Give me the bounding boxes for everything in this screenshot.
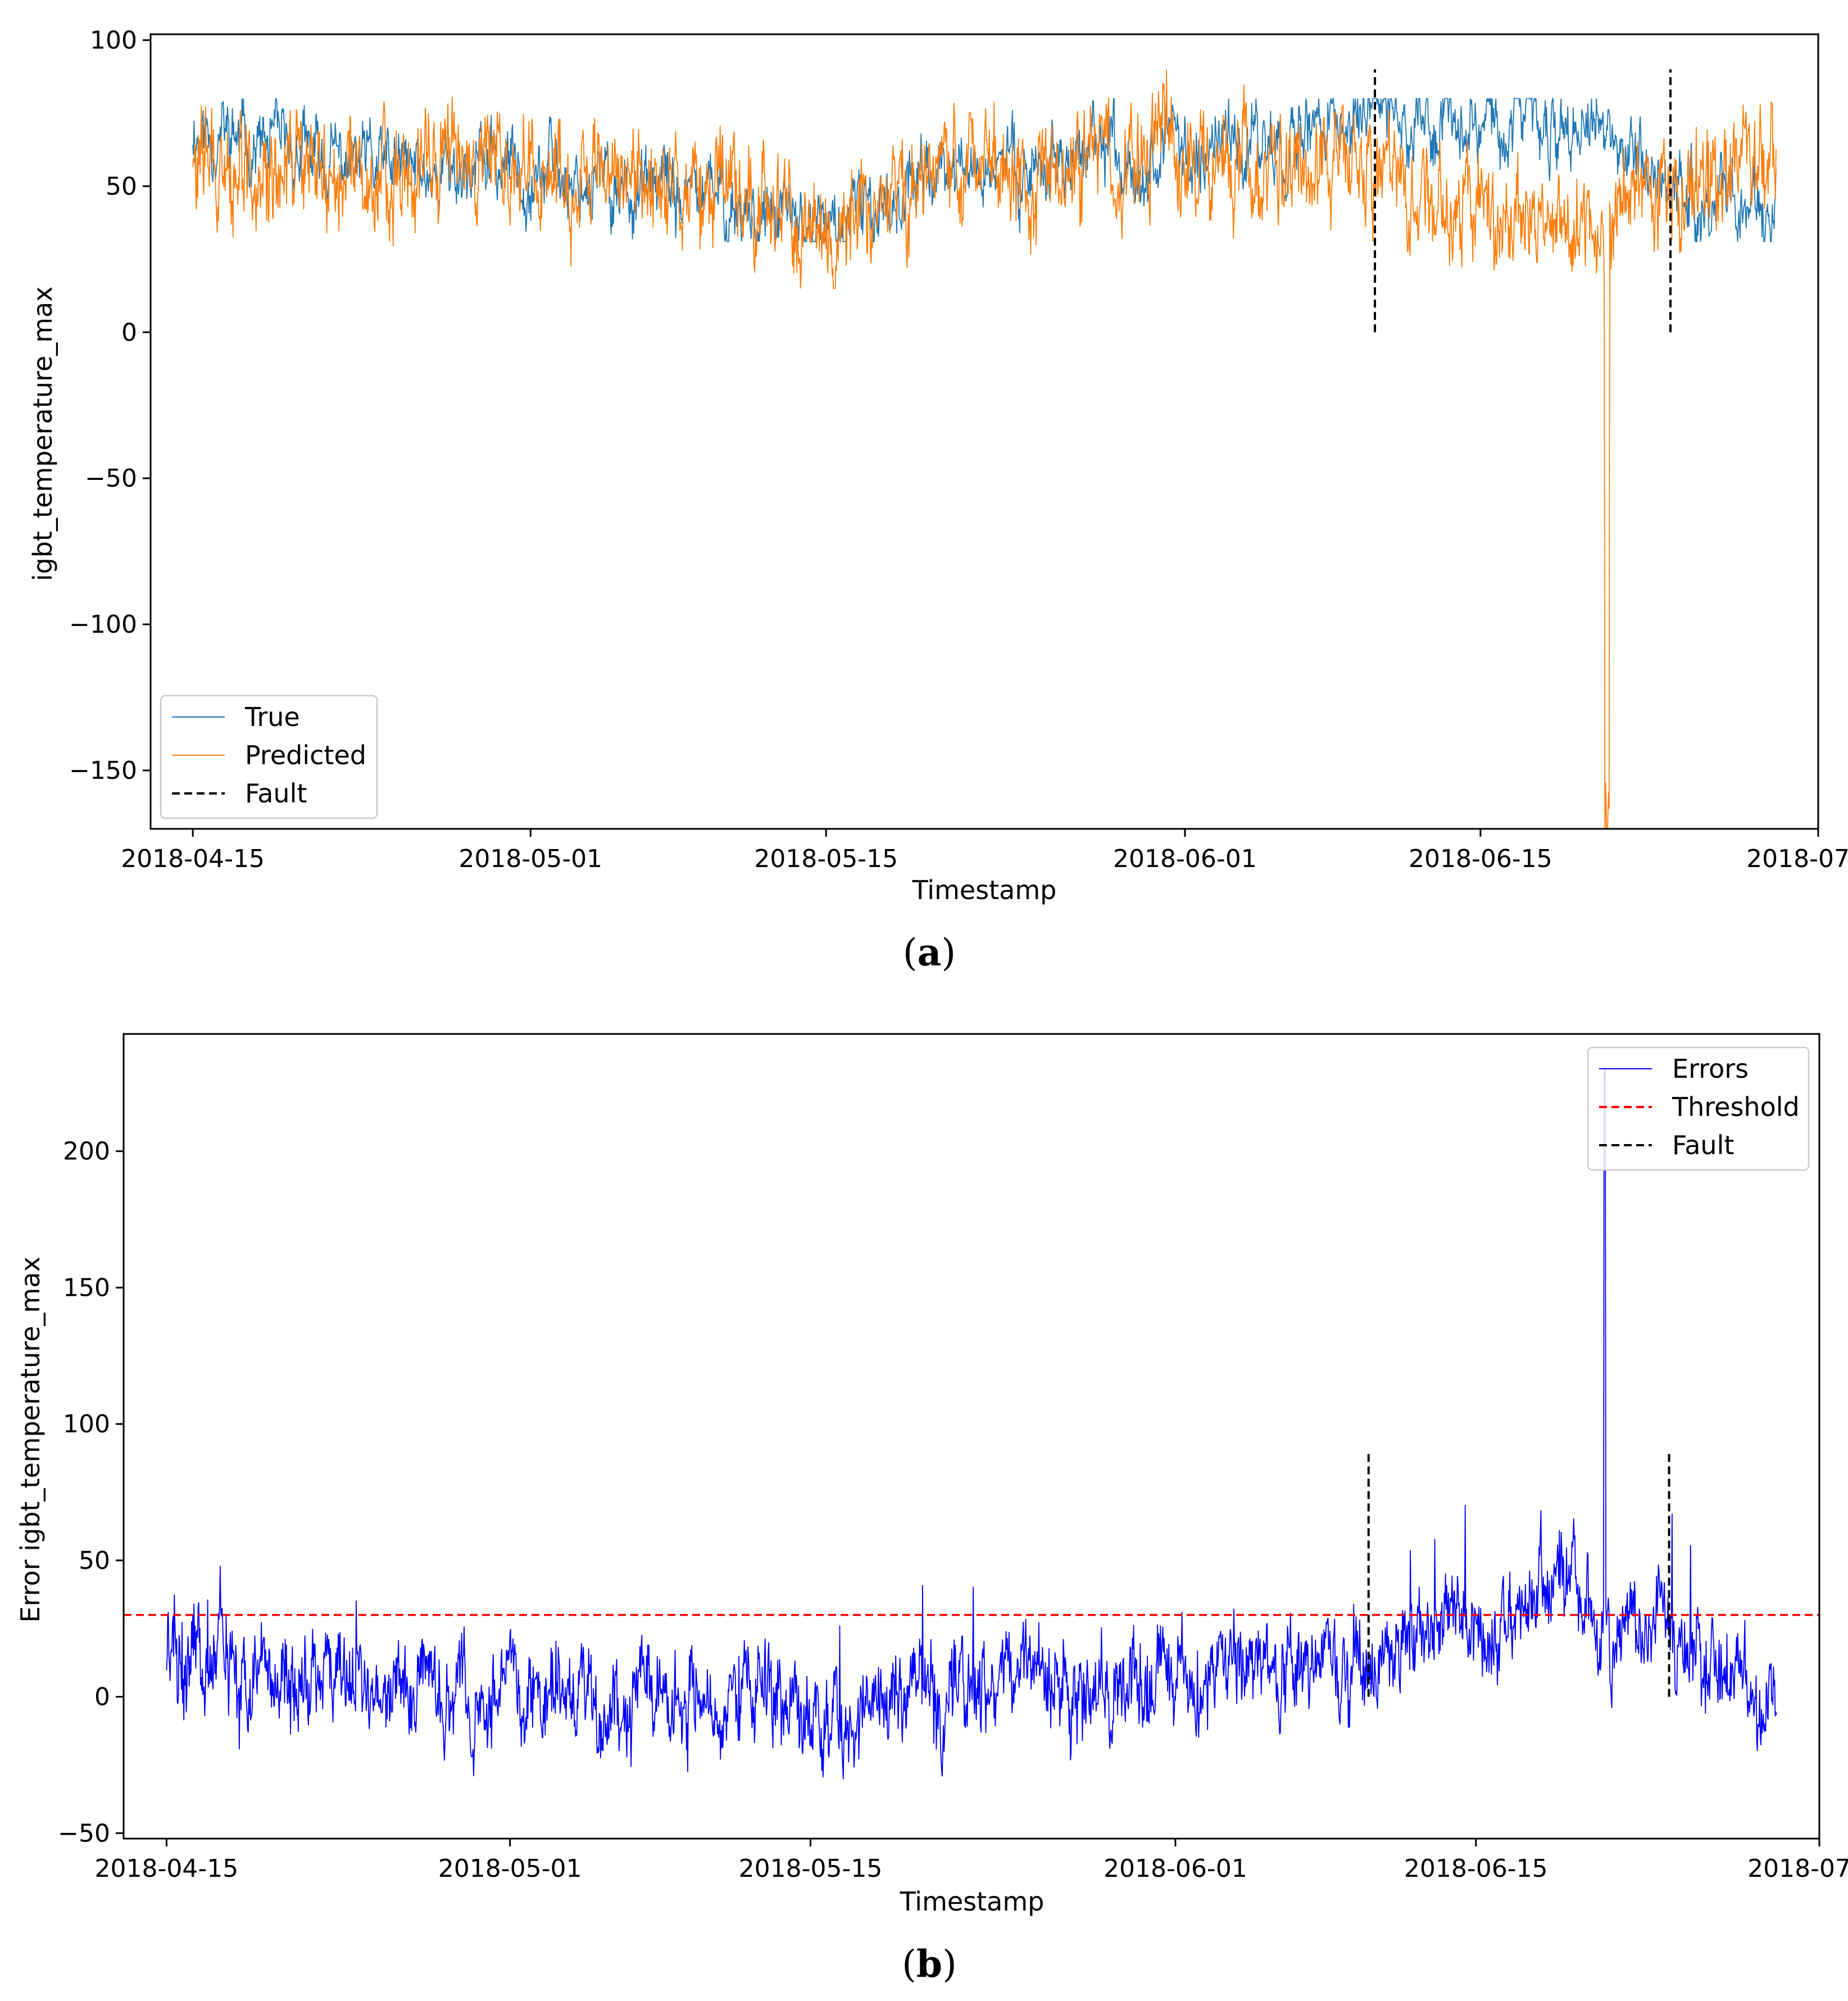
legend: Errors Threshold Fault: [1587, 1046, 1810, 1171]
plot-frame: [149, 33, 1819, 830]
x-tick-label: 2018-05-01: [438, 1854, 582, 1883]
x-tick-label: 2018-05-15: [754, 845, 898, 873]
y-axis-ticks: 100 50 0 −50 −100 −150: [69, 26, 151, 785]
legend-box: [160, 695, 378, 819]
panel-caption-b: (b): [902, 1942, 957, 1986]
x-axis-ticks: 2018-04-15 2018-05-01 2018-05-15 2018-06-01…: [95, 1839, 1848, 1883]
y-tick-label: −100: [69, 610, 137, 639]
x-axis-ticks: 2018-04-15 2018-05-01 2018-05-15 2018-06-01…: [121, 829, 1848, 873]
panel-caption-letter: a: [918, 931, 942, 974]
y-tick-label: 50: [79, 1546, 110, 1575]
x-tick-label: 2018-06-15: [1409, 845, 1552, 873]
y-tick-label: 0: [94, 1683, 110, 1712]
plot-frame: [122, 1033, 1820, 1840]
x-tick-label: 2018-05-15: [739, 1854, 883, 1883]
x-tick-label: 2018-06-15: [1404, 1854, 1548, 1883]
y-tick-label: 150: [63, 1273, 110, 1302]
y-axis-label: Error igbt_temperature_max: [15, 1256, 46, 1622]
y-tick-label: −150: [69, 756, 137, 785]
legend-label-threshold: Threshold: [1672, 1092, 1800, 1122]
legend: True Predicted Fault: [160, 695, 378, 819]
y-axis-ticks: 200 150 100 50 0 −50: [58, 1137, 124, 1848]
plot-lines: [192, 69, 1777, 829]
x-tick-label: 2018-06-01: [1104, 1854, 1247, 1883]
x-tick-label: 2018-07-01: [1746, 845, 1848, 873]
x-tick-label: 2018-04-15: [95, 1854, 239, 1883]
y-tick-label: 0: [121, 318, 137, 347]
legend-label-fault: Fault: [245, 778, 307, 809]
legend-label-true: True: [244, 702, 300, 732]
legend-box: [1587, 1046, 1810, 1171]
y-tick-label: −50: [58, 1819, 110, 1848]
x-tick-label: 2018-07-01: [1747, 1854, 1848, 1883]
y-tick-label: 200: [63, 1137, 110, 1166]
x-axis-label: Timestamp: [912, 875, 1057, 905]
series-errors-line: [166, 1067, 1777, 1780]
plot-lines: [124, 1067, 1819, 1780]
panel-caption-a: (a): [903, 931, 956, 974]
legend-label-errors: Errors: [1672, 1054, 1749, 1084]
legend-label-fault: Fault: [1672, 1130, 1734, 1160]
y-axis-label: igbt_temperature_max: [28, 287, 58, 582]
x-tick-label: 2018-04-15: [121, 845, 265, 873]
x-tick-label: 2018-06-01: [1113, 845, 1257, 873]
legend-label-predicted: Predicted: [245, 740, 366, 770]
x-axis-label: Timestamp: [900, 1886, 1045, 1917]
series-true-line: [192, 97, 1777, 242]
y-tick-label: 50: [106, 172, 137, 201]
panel-caption-letter: b: [916, 1942, 942, 1986]
series-predicted-line: [192, 69, 1777, 829]
y-tick-label: 100: [63, 1410, 110, 1439]
y-tick-label: 100: [90, 26, 137, 55]
y-tick-label: −50: [85, 464, 137, 493]
x-tick-label: 2018-05-01: [458, 845, 602, 873]
